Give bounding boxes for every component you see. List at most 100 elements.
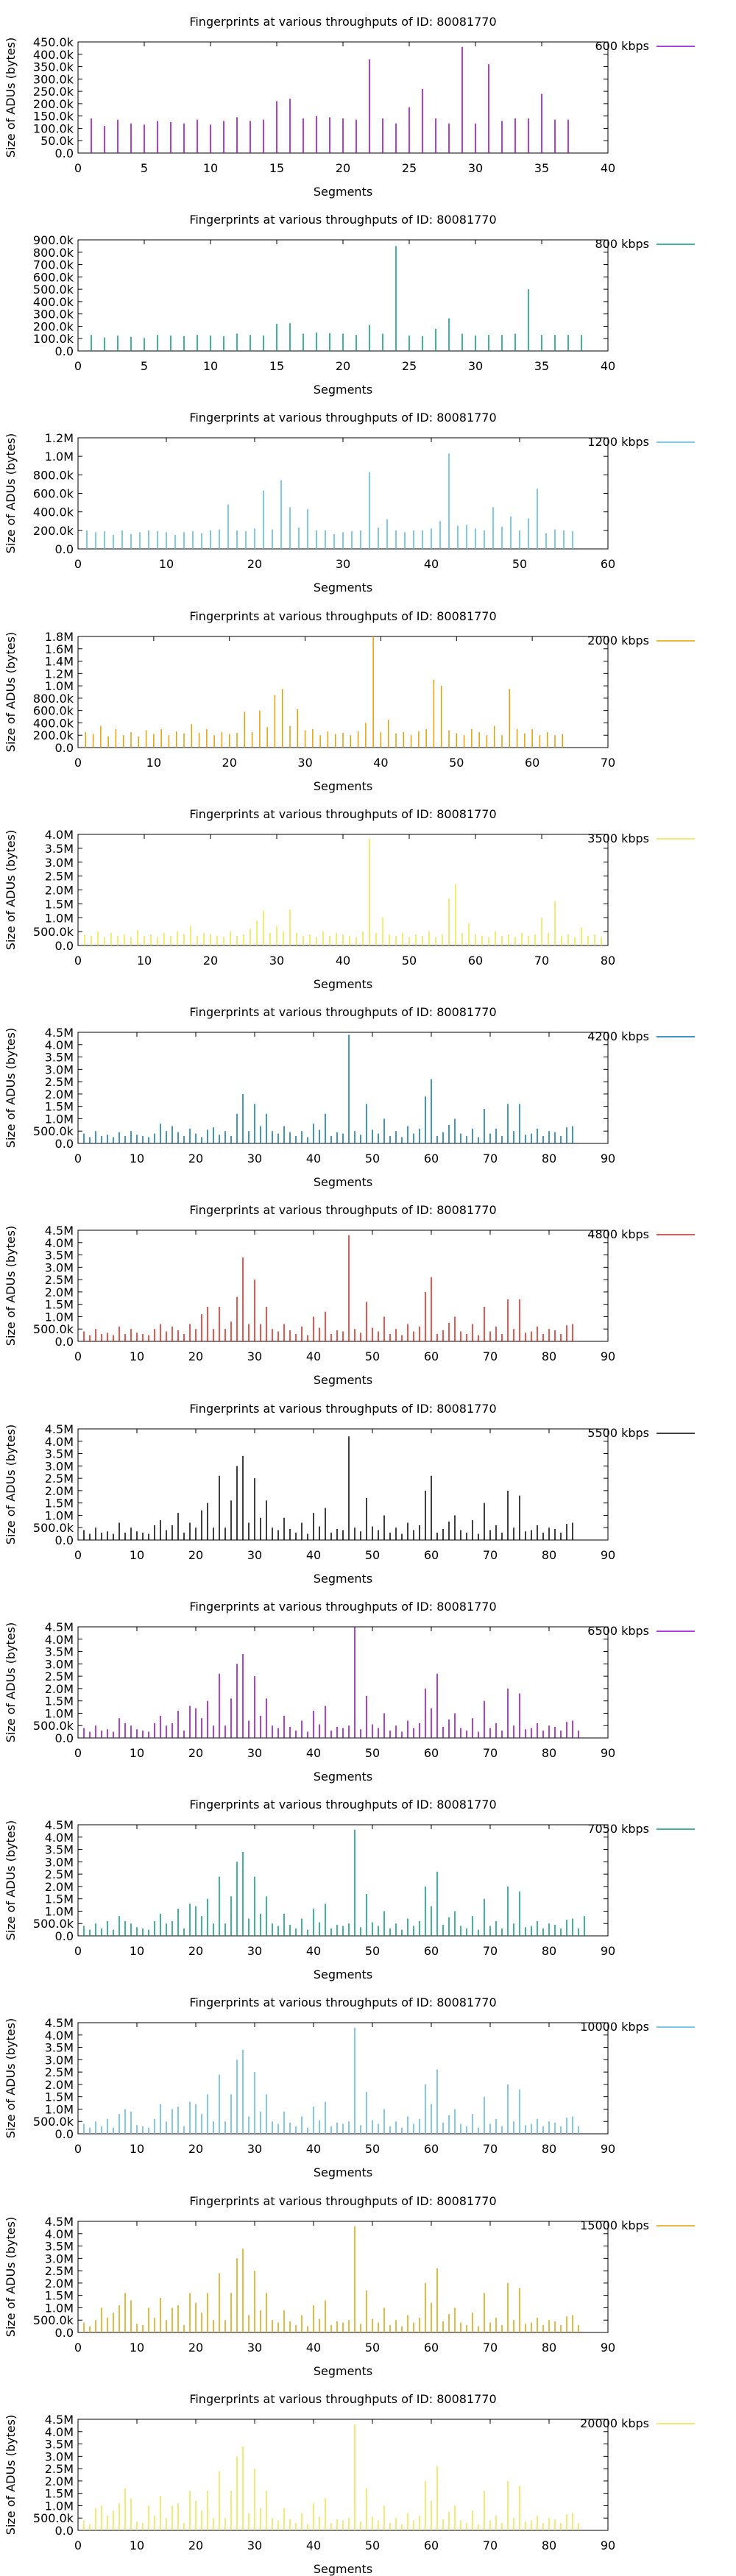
x-tick-label: 20 xyxy=(336,359,350,373)
y-tick-label: 0.0 xyxy=(55,1137,74,1151)
chart-panel-4: Fingerprints at various throughputs of I… xyxy=(4,807,695,991)
x-tick-label: 0 xyxy=(74,2538,82,2552)
x-axis-label: Segments xyxy=(314,1373,372,1387)
x-axis-label: Segments xyxy=(314,185,372,199)
x-tick-label: 0 xyxy=(74,954,82,968)
chart-title: Fingerprints at various throughputs of I… xyxy=(189,2392,496,2406)
x-tick-label: 70 xyxy=(483,1349,498,1363)
y-tick-label: 3.0M xyxy=(45,2252,74,2265)
legend-label: 800 kbps xyxy=(595,237,649,251)
x-tick-label: 30 xyxy=(247,1746,262,1760)
x-tick-label: 30 xyxy=(247,2142,262,2156)
y-tick-label: 0.0 xyxy=(55,146,74,160)
chart-panel-8: Fingerprints at various throughputs of I… xyxy=(4,1600,695,1784)
x-tick-label: 60 xyxy=(424,1349,439,1363)
x-tick-label: 90 xyxy=(601,1548,615,1562)
x-tick-label: 35 xyxy=(534,161,549,175)
y-tick-label: 1.0M xyxy=(45,450,74,464)
y-tick-label: 1.2M xyxy=(45,431,74,445)
x-tick-label: 30 xyxy=(468,161,483,175)
y-tick-label: 4.0M xyxy=(45,1236,74,1250)
x-tick-label: 50 xyxy=(512,557,527,571)
y-tick-label: 700.0k xyxy=(33,258,74,272)
x-tick-label: 40 xyxy=(601,359,615,373)
x-tick-label: 50 xyxy=(365,1152,380,1165)
y-tick-label: 3.5M xyxy=(45,2041,74,2055)
x-tick-label: 90 xyxy=(601,2142,615,2156)
chart-title: Fingerprints at various throughputs of I… xyxy=(189,807,496,821)
legend-label: 1200 kbps xyxy=(587,435,649,449)
x-tick-label: 80 xyxy=(542,2341,556,2355)
y-tick-label: 3.5M xyxy=(45,1447,74,1461)
y-tick-label: 4.0M xyxy=(45,2226,74,2240)
x-tick-label: 0 xyxy=(74,1349,82,1363)
y-tick-label: 1.6M xyxy=(45,642,74,656)
plot-frame xyxy=(77,2221,609,2333)
x-tick-label: 30 xyxy=(336,557,350,571)
y-tick-label: 3.5M xyxy=(45,1644,74,1658)
y-tick-label: 1.5M xyxy=(45,2486,74,2500)
y-tick-label: 2.0M xyxy=(45,2276,74,2290)
x-tick-label: 20 xyxy=(188,2341,203,2355)
x-tick-label: 30 xyxy=(247,1152,262,1165)
y-tick-label: 1.5M xyxy=(45,2288,74,2302)
x-axis-label: Segments xyxy=(314,1572,372,1586)
x-tick-label: 10 xyxy=(203,161,218,175)
x-tick-label: 10 xyxy=(130,2341,144,2355)
y-tick-label: 1.8M xyxy=(45,630,74,644)
y-tick-label: 1.0M xyxy=(45,911,74,925)
x-tick-label: 10 xyxy=(130,1944,144,1958)
chart-panel-7: Fingerprints at various throughputs of I… xyxy=(4,1402,695,1586)
y-tick-label: 3.5M xyxy=(45,2239,74,2253)
x-tick-label: 60 xyxy=(424,2341,439,2355)
x-tick-label: 10 xyxy=(130,1349,144,1363)
y-tick-label: 500.0k xyxy=(33,2313,74,2327)
x-tick-label: 70 xyxy=(483,1548,498,1562)
y-tick-label: 100.0k xyxy=(33,121,74,135)
x-tick-label: 60 xyxy=(424,1152,439,1165)
x-tick-label: 70 xyxy=(483,2142,498,2156)
chart-panel-3: Fingerprints at various throughputs of I… xyxy=(4,609,695,793)
y-tick-label: 4.5M xyxy=(45,1818,74,1832)
y-axis-label: Size of ADUs (bytes) xyxy=(4,830,18,950)
chart-title: Fingerprints at various throughputs of I… xyxy=(189,1995,496,2009)
y-tick-label: 350.0k xyxy=(33,60,74,74)
y-tick-label: 1.5M xyxy=(45,1298,74,1312)
y-tick-label: 4.0M xyxy=(45,1038,74,1052)
y-tick-label: 450.0k xyxy=(33,35,74,49)
x-tick-label: 10 xyxy=(130,2142,144,2156)
legend-label: 4200 kbps xyxy=(587,1029,649,1043)
x-tick-label: 70 xyxy=(534,954,549,968)
x-tick-label: 40 xyxy=(306,2142,321,2156)
plot-frame xyxy=(77,1428,609,1541)
x-tick-label: 40 xyxy=(601,161,615,175)
y-tick-label: 1.5M xyxy=(45,1892,74,1906)
chart-title: Fingerprints at various throughputs of I… xyxy=(189,1203,496,1217)
y-tick-label: 3.0M xyxy=(45,2054,74,2068)
y-tick-label: 600.0k xyxy=(33,487,74,501)
y-tick-label: 600.0k xyxy=(33,703,74,717)
chart-panel-12: Fingerprints at various throughputs of I… xyxy=(4,2392,695,2576)
chart-title: Fingerprints at various throughputs of I… xyxy=(189,1402,496,1416)
plot-frame xyxy=(77,2022,609,2135)
y-axis-label: Size of ADUs (bytes) xyxy=(4,2415,18,2535)
x-tick-label: 60 xyxy=(424,1548,439,1562)
y-tick-label: 3.0M xyxy=(45,1459,74,1473)
chart-panel-11: Fingerprints at various throughputs of I… xyxy=(4,2194,695,2378)
plot-frame xyxy=(77,636,609,748)
y-tick-label: 800.0k xyxy=(33,469,74,483)
y-tick-label: 3.0M xyxy=(45,856,74,870)
y-tick-label: 1.0M xyxy=(45,679,74,693)
y-tick-label: 400.0k xyxy=(33,48,74,62)
y-tick-label: 2.5M xyxy=(45,2264,74,2278)
y-tick-label: 0.0 xyxy=(55,1533,74,1547)
y-tick-label: 4.5M xyxy=(45,2413,74,2427)
y-tick-label: 400.0k xyxy=(33,716,74,730)
y-tick-label: 150.0k xyxy=(33,110,74,124)
y-tick-label: 500.0k xyxy=(33,1124,74,1138)
x-tick-label: 0 xyxy=(74,1152,82,1165)
x-axis-label: Segments xyxy=(314,383,372,397)
y-tick-label: 2.0M xyxy=(45,1285,74,1299)
y-tick-label: 200.0k xyxy=(33,728,74,742)
x-tick-label: 70 xyxy=(601,756,615,770)
